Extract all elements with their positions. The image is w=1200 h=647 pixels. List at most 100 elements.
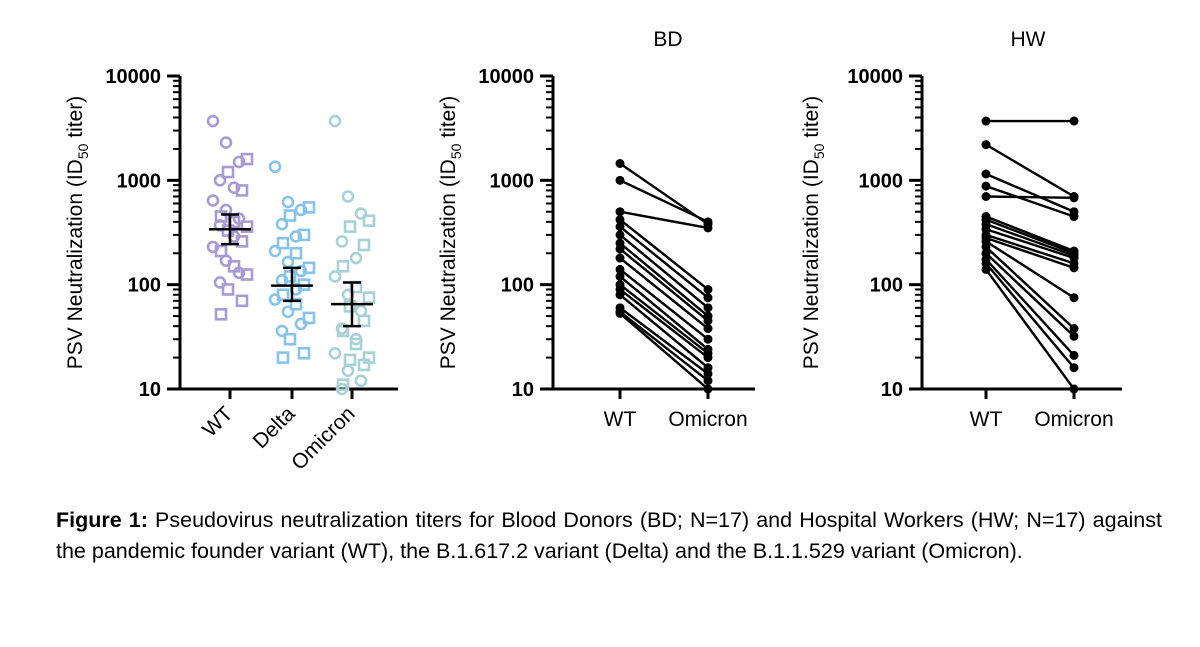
data-point-circle xyxy=(328,114,342,128)
paired-line xyxy=(985,184,1075,218)
data-point-square xyxy=(357,314,371,328)
y-axis-title-end: titer) xyxy=(64,96,87,144)
data-point-square xyxy=(240,152,254,166)
paired-line xyxy=(985,268,1075,390)
paired-line xyxy=(985,195,1075,200)
y-tick-label: 10 xyxy=(881,379,903,401)
data-point-omicron xyxy=(703,353,713,363)
data-point-circle xyxy=(206,194,220,207)
data-point-wt xyxy=(615,222,625,232)
data-point-circle xyxy=(289,230,303,243)
data-point-omicron xyxy=(1069,212,1079,222)
data-point-square xyxy=(343,220,357,233)
data-point-square xyxy=(221,224,235,237)
data-point-circle xyxy=(206,114,220,128)
y-tick-label: 10000 xyxy=(478,66,534,88)
paired-line xyxy=(985,258,1075,357)
paired-line xyxy=(985,233,1075,265)
data-point-square xyxy=(357,358,371,372)
data-point-omicron xyxy=(703,334,713,344)
chart-panel-3: 10 100 1000 10000 WT Omicron PSV Neutralizatio… xyxy=(800,28,1122,431)
y-tick-label: 10000 xyxy=(847,66,903,88)
x-tick-label: WT xyxy=(604,408,637,431)
paired-line xyxy=(619,257,709,330)
data-point-omicron xyxy=(1069,324,1079,334)
paired-line xyxy=(985,215,1075,253)
x-tick-label: Omicron xyxy=(668,408,747,431)
data-point-omicron xyxy=(703,369,713,379)
paired-line xyxy=(985,218,1075,255)
data-point-square xyxy=(221,165,235,179)
data-point-wt xyxy=(615,175,625,185)
paired-line xyxy=(619,275,709,351)
data-point-square xyxy=(214,244,228,258)
data-point-square xyxy=(362,291,376,305)
data-point-square xyxy=(214,210,228,223)
data-point-wt xyxy=(615,271,625,281)
y-tick-label: 1000 xyxy=(859,170,904,192)
data-point-circle xyxy=(281,195,295,209)
paired-line xyxy=(985,262,1075,369)
y-axis-title: PSV Neutralization (ID50 titer) xyxy=(64,96,91,370)
x-tick-label: Delta xyxy=(249,402,300,453)
paired-line xyxy=(985,236,1075,269)
data-point-square xyxy=(276,236,290,250)
data-point-wt xyxy=(615,308,625,318)
paired-line xyxy=(985,240,1075,299)
data-point-wt xyxy=(615,264,625,274)
data-point-circle xyxy=(341,190,355,203)
y-tick-label: 100 xyxy=(870,275,903,297)
paired-line xyxy=(985,228,1075,260)
y-axis-title: PSV Neutralization (ID50 titer) xyxy=(437,96,464,370)
data-point-omicron xyxy=(703,376,713,386)
data-point-wt xyxy=(615,158,625,168)
data-point-square xyxy=(283,332,297,346)
panel-title: BD xyxy=(653,28,682,51)
data-point-square xyxy=(214,307,228,321)
data-point-square xyxy=(302,201,316,214)
y-axis-title-main: PSV Neutralization (ID xyxy=(64,159,87,369)
x-tick-label: Omicron xyxy=(1034,408,1113,431)
data-point-omicron xyxy=(703,223,713,233)
data-point-square xyxy=(302,311,316,325)
data-point-wt xyxy=(615,215,625,225)
data-point-circle xyxy=(268,244,282,258)
paired-line xyxy=(619,210,709,230)
paired-line xyxy=(619,248,709,322)
data-point-circle xyxy=(268,160,282,174)
data-point-omicron xyxy=(703,284,713,294)
data-point-omicron xyxy=(1069,116,1079,126)
data-point-square xyxy=(302,261,316,275)
y-axis-title-subscript: 50 xyxy=(75,143,91,159)
data-point-circle xyxy=(227,181,241,194)
x-tick-label: WT xyxy=(198,402,237,441)
paired-line xyxy=(985,143,1075,198)
data-point-square xyxy=(235,235,249,248)
data-point-wt xyxy=(981,169,991,179)
paired-line xyxy=(619,312,709,390)
data-point-circle xyxy=(354,374,368,388)
data-point-square xyxy=(336,259,350,273)
data-point-circle xyxy=(213,276,227,289)
paired-line xyxy=(619,179,709,223)
data-point-wt xyxy=(615,230,625,240)
paired-line xyxy=(985,223,1075,257)
y-axis-title-end: titer) xyxy=(437,96,460,144)
data-point-circle xyxy=(354,304,368,318)
caption-label: Figure 1: xyxy=(56,508,148,532)
paired-line xyxy=(619,218,709,291)
y-tick-label: 10000 xyxy=(105,66,161,88)
data-point-circle xyxy=(275,217,289,231)
data-point-square xyxy=(289,297,303,311)
data-point-square xyxy=(343,353,357,367)
data-point-omicron xyxy=(703,303,713,313)
data-point-omicron xyxy=(703,324,713,334)
chart-panel-2: 10 100 1000 10000 WT Omicron PSV Neutralizatio… xyxy=(437,28,755,431)
data-point-circle xyxy=(281,305,295,319)
data-point-wt xyxy=(615,253,625,263)
paired-line xyxy=(619,288,709,359)
data-point-omicron xyxy=(703,384,713,394)
paired-line xyxy=(619,310,709,382)
y-tick-label: 1000 xyxy=(117,170,162,192)
paired-line xyxy=(619,283,709,355)
